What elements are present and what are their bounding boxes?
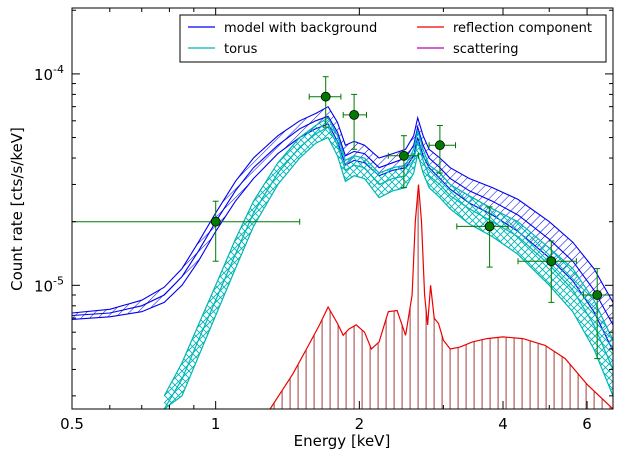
reflection-line (269, 184, 613, 409)
torus-lower-line (163, 136, 613, 409)
y-tick-label: 10-5 (34, 274, 64, 295)
legend: model with background reflection compone… (179, 14, 607, 63)
reflection-component (269, 184, 613, 409)
legend-label-scattering: scattering (453, 42, 519, 57)
legend-label-model: model with background (224, 21, 377, 36)
y-tick-label: 10-4 (34, 63, 64, 84)
x-tick-label: 0.5 (60, 415, 84, 433)
data-marker (320, 91, 331, 102)
data-point (517, 240, 577, 303)
x-axis-label: Energy [keV] (294, 432, 391, 450)
legend-entry-reflection: reflection component (417, 21, 592, 36)
data-marker (434, 140, 445, 151)
y-axis-label: Count rate [cts/s/keV] (8, 127, 26, 291)
model-with-background (72, 105, 613, 352)
reflection-fill (270, 184, 613, 409)
model-line (72, 115, 613, 326)
x-axis-ticks: 0.5 1 2 4 6 (60, 8, 592, 433)
data-points (72, 76, 613, 360)
data-point (456, 206, 509, 268)
data-marker (349, 110, 360, 120)
data-marker (210, 216, 221, 227)
torus-upper-line (163, 116, 613, 397)
legend-entry-scattering: scattering (417, 42, 519, 57)
torus (163, 116, 613, 409)
data-point (342, 93, 367, 150)
data-point (583, 268, 613, 360)
data-point (72, 200, 301, 262)
y-axis-ticks: 10-5 10-4 (34, 9, 613, 397)
plot-area (72, 76, 613, 409)
legend-box (179, 14, 607, 63)
axes-frame (71, 7, 614, 410)
data-marker (484, 221, 495, 232)
data-point (387, 135, 419, 189)
legend-label-reflection: reflection component (453, 21, 592, 36)
data-marker (398, 150, 409, 161)
legend-entry-torus: torus (188, 42, 258, 57)
data-marker (592, 290, 603, 300)
legend-label-torus: torus (224, 42, 258, 57)
model-band (72, 106, 613, 351)
data-marker (546, 256, 557, 267)
x-tick-label: 1 (211, 415, 221, 433)
data-point (308, 76, 342, 128)
x-tick-label: 6 (582, 415, 592, 433)
legend-entry-model: model with background (188, 21, 377, 36)
model-upper-line (72, 105, 613, 314)
x-tick-label: 2 (355, 415, 365, 433)
torus-band (164, 117, 613, 409)
torus-line (163, 126, 613, 409)
plot-frame (71, 7, 614, 410)
x-tick-label: 4 (498, 415, 508, 433)
data-point (428, 125, 456, 174)
